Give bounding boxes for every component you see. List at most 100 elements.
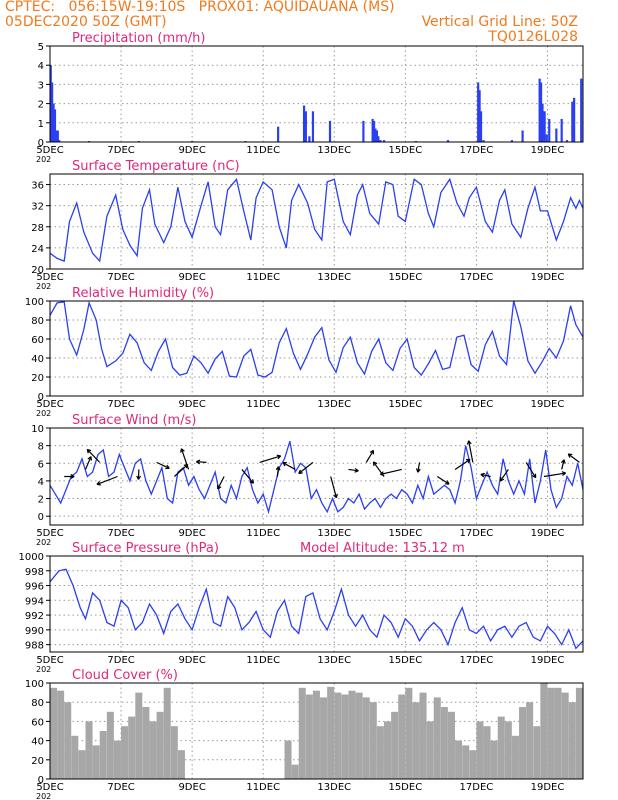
wind-arrow-head xyxy=(70,475,75,479)
x-tick-label: 7DEC xyxy=(107,782,134,793)
precipitation-bar xyxy=(58,140,61,142)
precipitation-bar xyxy=(53,109,57,142)
cloud-cover-bar xyxy=(426,721,434,779)
x-tick-label: 9DEC xyxy=(178,782,205,793)
y-tick-label: 10 xyxy=(31,424,44,435)
precipitation-bar xyxy=(311,111,315,142)
wind-arrow xyxy=(173,464,189,477)
wind-arrow xyxy=(96,475,118,485)
cloud-cover-bar xyxy=(334,692,342,779)
header-model-id: TQ0126L028 xyxy=(488,29,578,45)
y-tick-label: 40 xyxy=(31,737,44,748)
x-tick-label: 9DEC xyxy=(178,528,205,539)
y-tick-label: 1 xyxy=(38,119,44,130)
x-tick-label: 13DEC xyxy=(317,528,351,539)
cloud-cover-bar xyxy=(469,750,477,779)
precipitation-bar xyxy=(52,103,55,142)
precipitation-bar xyxy=(565,140,569,142)
y-tick-label: 0 xyxy=(38,392,44,403)
precipitation-bar xyxy=(479,111,483,142)
x-tick-label: 11DEC xyxy=(246,145,280,156)
cloud-cover-bar xyxy=(384,721,392,779)
plot-frame xyxy=(49,555,584,653)
wind-arrow-head xyxy=(568,453,573,456)
x-tick-label: 19DEC xyxy=(531,399,565,410)
precipitation-bar xyxy=(539,82,543,142)
panel-title: Surface Pressure (hPa) xyxy=(72,541,219,556)
cloud-cover-bar xyxy=(369,702,377,779)
wind-arrow xyxy=(380,468,402,475)
wind-arrow xyxy=(417,462,421,473)
y-tick-label: 60 xyxy=(31,717,44,728)
y-tick-label: 990 xyxy=(25,626,44,637)
plot-frame xyxy=(49,682,584,780)
wind-panel: 5DEC 7DEC 9DEC 11DEC 13DEC 15DEC 17DEC 19DEC 0 2 4… xyxy=(31,413,584,547)
precipitation-bar xyxy=(51,82,54,142)
x-tick-label: 13DEC xyxy=(317,655,351,666)
precipitation-bar xyxy=(382,140,386,142)
wind-arrow-head xyxy=(96,480,101,485)
x-tick-label: 11DEC xyxy=(246,272,280,283)
x-tick-label: 11DEC xyxy=(246,528,280,539)
cloud-cover-bar xyxy=(398,694,406,779)
panel-annotation: Model Altitude: 135.12 m xyxy=(300,541,465,556)
precipitation-bar xyxy=(580,78,583,142)
plot-frame xyxy=(49,300,584,397)
y-tick-label: 2 xyxy=(38,100,44,111)
wind-arrow-head xyxy=(333,494,337,499)
precipitation-bar xyxy=(477,82,480,142)
year-fragment-label: 202 xyxy=(36,155,51,164)
y-tick-label: 4 xyxy=(38,477,44,488)
pressure-panel: 5DEC 7DEC 9DEC 11DEC 13DEC 15DEC 17DEC 19DEC 988… xyxy=(19,541,584,674)
cloud-cover-bar xyxy=(405,687,413,779)
x-tick-label: 7DEC xyxy=(107,272,134,283)
wind-arrow-head xyxy=(468,440,472,445)
cloud-cover-bar xyxy=(583,697,590,779)
y-tick-label: 988 xyxy=(25,641,44,652)
wind-arrow xyxy=(282,462,296,470)
wind-arrow xyxy=(217,476,225,490)
x-tick-label: 5DEC xyxy=(36,528,63,539)
y-tick-label: 994 xyxy=(25,596,44,607)
cloud-cover-bar xyxy=(92,745,100,779)
cloud-cover-bar xyxy=(355,692,363,779)
wind-arrow xyxy=(525,462,537,478)
precipitation-bar xyxy=(55,130,58,142)
x-tick-label: 5DEC xyxy=(36,655,63,666)
panel-title: Surface Temperature (nC) xyxy=(72,159,240,174)
wind-arrow-head xyxy=(354,470,359,473)
x-tick-label: 9DEC xyxy=(178,655,205,666)
x-tick-label: 9DEC xyxy=(178,272,205,283)
wind-arrow xyxy=(298,461,314,474)
y-tick-label: 28 xyxy=(31,223,44,234)
x-tick-label: 17DEC xyxy=(460,528,494,539)
x-tick-label: 15DEC xyxy=(388,399,422,410)
pressure-series-line xyxy=(50,568,583,650)
cloud-cover-bar xyxy=(362,697,370,779)
wind-arrow xyxy=(436,475,450,485)
panel-title: Surface Wind (m/s) xyxy=(72,413,196,428)
cloud-cover-bar xyxy=(433,697,441,779)
wind-arrow xyxy=(480,473,491,478)
precipitation-bar xyxy=(371,118,374,142)
x-tick-label: 17DEC xyxy=(460,399,494,410)
header-run-time: 05DEC2020 50Z (GMT) xyxy=(5,14,167,30)
cloud-cover-bar xyxy=(156,711,164,779)
x-tick-label: 11DEC xyxy=(246,782,280,793)
precipitation-bar xyxy=(548,118,551,142)
precipitation-bar xyxy=(446,140,450,142)
x-tick-label: 13DEC xyxy=(317,782,351,793)
precipitation-bar xyxy=(571,101,574,142)
precipitation-bar xyxy=(374,128,377,142)
y-tick-label: 60 xyxy=(31,335,44,346)
panel-title: Precipitation (mm/h) xyxy=(72,31,205,46)
y-tick-label: 100 xyxy=(25,679,44,690)
x-tick-label: 9DEC xyxy=(178,399,205,410)
cloud-cover-bar xyxy=(575,687,583,779)
x-tick-label: 19DEC xyxy=(531,655,565,666)
wind-arrow-head xyxy=(87,448,92,452)
x-tick-label: 9DEC xyxy=(178,145,205,156)
year-fragment-label: 202 xyxy=(36,538,51,547)
cloud-cover-bar xyxy=(106,711,114,779)
precipitation-bar xyxy=(379,140,382,142)
